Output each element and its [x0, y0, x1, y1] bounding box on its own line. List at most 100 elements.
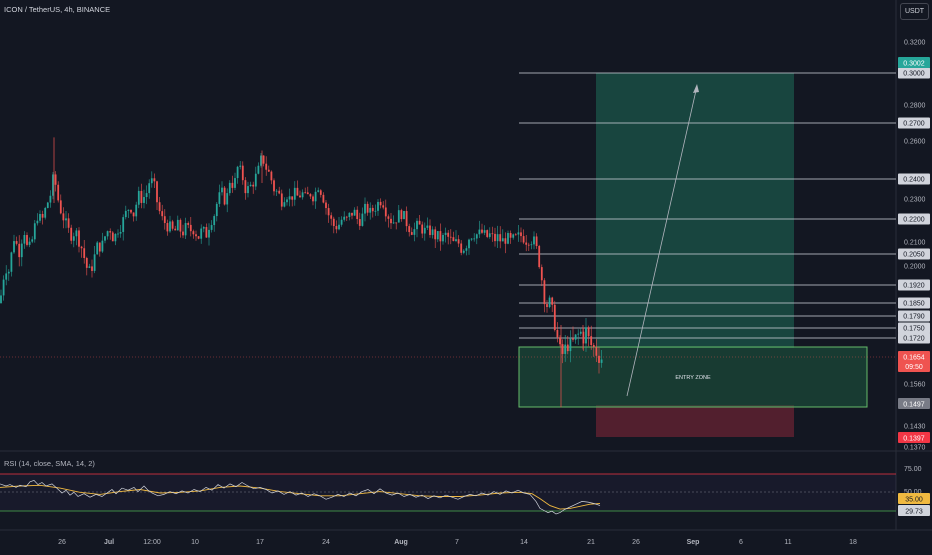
svg-text:0.1497: 0.1497	[903, 402, 925, 409]
candle-body	[28, 241, 31, 245]
candle-body	[247, 186, 249, 194]
price-tick-label: 0.2300	[904, 197, 926, 204]
candle-body	[533, 236, 535, 245]
candle-body	[192, 231, 195, 235]
candle-body	[226, 193, 229, 205]
candle-body	[5, 273, 8, 280]
candle-body	[158, 202, 161, 212]
candle-body	[59, 200, 62, 214]
time-axis[interactable]: 26 Jul 12:00 10 17 24 Aug 7 14 21 26 Sep 6 11 18	[58, 539, 857, 546]
level-price-badge	[898, 297, 930, 309]
candle-body	[41, 213, 44, 218]
candle-body	[156, 181, 158, 203]
candle-body	[587, 327, 590, 337]
rsi-line[interactable]	[0, 479, 601, 515]
candle-body	[223, 187, 226, 205]
candle-body	[325, 202, 327, 209]
rsi-sma-line[interactable]	[0, 484, 601, 510]
candle-body	[166, 222, 169, 232]
candle-body	[296, 187, 299, 196]
candle-body	[405, 211, 408, 227]
candle-body	[343, 216, 346, 220]
candle-body	[2, 279, 5, 296]
level-price-badge	[898, 322, 930, 334]
stop-zone[interactable]	[596, 405, 794, 437]
time-tick-label: 24	[322, 539, 330, 546]
level-price-label: 0.3000	[903, 71, 925, 78]
svg-text:29.73: 29.73	[905, 509, 923, 516]
candle-body	[312, 196, 314, 202]
candle-body	[283, 202, 286, 207]
price-axis[interactable]: 0.3200 0.2800 0.2600 0.2300 0.2100 0.2000 0.15…	[904, 40, 926, 452]
candle-body	[309, 194, 312, 197]
candle-body	[486, 230, 489, 237]
candle-body	[18, 243, 21, 258]
price-tick-label: 0.1370	[904, 445, 926, 452]
candle-body	[408, 226, 411, 233]
candle-body	[163, 216, 166, 223]
candle-body	[26, 235, 28, 245]
candle-body	[187, 223, 190, 225]
candle-body	[387, 216, 390, 219]
candle-body	[88, 266, 91, 268]
candle-body	[33, 223, 36, 240]
candle-body	[257, 165, 260, 174]
candle-body	[72, 236, 75, 241]
candle-body	[494, 233, 496, 242]
level-price-label: 0.1790	[903, 314, 925, 321]
candle-body	[395, 222, 398, 224]
candle-body	[538, 246, 541, 268]
symbol-title[interactable]: ICON / TetherUS, 4h, BINANCE	[4, 5, 111, 14]
candle-body	[439, 231, 442, 242]
candle-body	[330, 215, 333, 219]
candle-body	[564, 344, 567, 354]
candle-body	[273, 180, 275, 192]
candle-body	[470, 238, 473, 240]
candle-body	[455, 239, 457, 242]
candle-body	[390, 218, 392, 224]
candle-body	[525, 242, 528, 245]
horizontal-levels[interactable]: 0.3000 0.2700 0.2400 0.2200 0.2050 0.1920 0.18…	[519, 67, 930, 344]
candle-body	[286, 199, 288, 203]
rsi-pane[interactable]: 75.00 50.00 35.00 29.73	[0, 466, 930, 516]
rsi-title[interactable]: RSI (14, close, SMA, 14, 2)	[4, 459, 95, 468]
price-tick-label: 0.1560	[904, 382, 926, 389]
currency-button[interactable]: USDT	[900, 3, 929, 20]
candle-body	[559, 337, 561, 345]
rsi-tick-50: 50.00	[904, 489, 922, 496]
time-tick-label: 11	[784, 539, 791, 546]
candle-body	[507, 233, 509, 244]
candle-body	[374, 210, 377, 212]
level-price-badge	[898, 173, 930, 185]
candle-body	[36, 220, 39, 224]
candle-body	[397, 210, 400, 223]
time-tick-label: 18	[849, 539, 857, 546]
svg-text:0.1654: 0.1654	[903, 355, 925, 362]
price-tick-label: 0.2100	[904, 240, 926, 247]
candle-body	[340, 219, 343, 225]
candle-body	[317, 190, 320, 192]
candle-body	[244, 180, 247, 194]
candle-body	[49, 195, 52, 203]
target-zone[interactable]	[596, 73, 794, 348]
candle-body	[52, 174, 54, 196]
candle-body	[348, 212, 351, 218]
time-tick-label: Aug	[394, 539, 408, 546]
candle-series[interactable]	[0, 137, 603, 408]
candle-body	[488, 233, 491, 237]
entry-bottom-badge: 0.1497	[898, 398, 930, 409]
candle-body	[124, 210, 127, 218]
candle-body	[304, 192, 307, 194]
candle-body	[111, 232, 114, 242]
time-tick-label: 14	[520, 539, 528, 546]
trend-arrow[interactable]	[626, 85, 698, 397]
candle-body	[23, 235, 26, 244]
level-price-label: 0.1920	[903, 283, 925, 290]
candle-body	[540, 267, 543, 281]
candle-body	[431, 229, 434, 235]
candle-body	[353, 209, 356, 216]
candle-body	[249, 184, 252, 187]
candle-body	[161, 211, 164, 217]
